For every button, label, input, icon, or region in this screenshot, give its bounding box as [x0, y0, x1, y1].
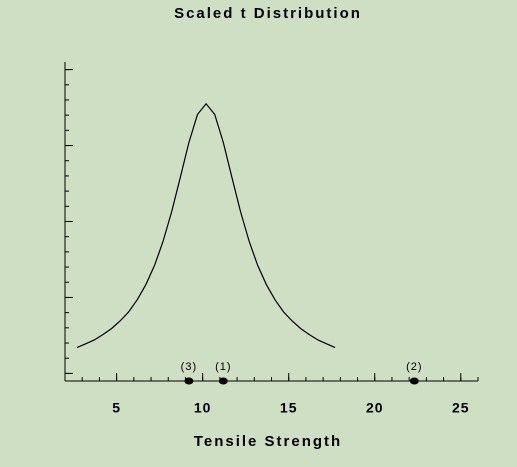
point-label: (3)	[181, 361, 197, 373]
x-tick-label: 5	[112, 400, 121, 416]
x-tick-label: 10	[194, 400, 212, 416]
chart-title: Scaled t Distribution	[174, 5, 362, 22]
x-tick-label: 15	[280, 400, 298, 416]
x-tick-label: 25	[452, 400, 470, 416]
observation-point	[218, 377, 228, 385]
density-curve	[76, 102, 336, 349]
x-axis-label: Tensile Strength	[194, 433, 342, 450]
point-label: (2)	[406, 361, 422, 373]
point-label: (1)	[215, 361, 231, 373]
x-tick-label: 20	[366, 400, 384, 416]
observation-point	[184, 377, 194, 385]
observation-point	[409, 377, 419, 385]
